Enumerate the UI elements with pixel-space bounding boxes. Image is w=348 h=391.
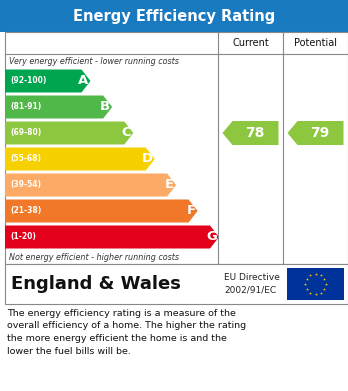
Text: F: F: [187, 204, 196, 217]
Text: 79: 79: [310, 126, 329, 140]
Text: A: A: [78, 75, 88, 88]
Text: (21-38): (21-38): [10, 206, 41, 215]
Text: G: G: [206, 231, 217, 244]
Polygon shape: [287, 121, 343, 145]
Text: (55-68): (55-68): [10, 154, 41, 163]
Text: Not energy efficient - higher running costs: Not energy efficient - higher running co…: [9, 253, 179, 262]
Text: D: D: [142, 152, 153, 165]
Text: Very energy efficient - lower running costs: Very energy efficient - lower running co…: [9, 57, 179, 66]
Text: EU Directive
2002/91/EC: EU Directive 2002/91/EC: [224, 273, 280, 295]
Text: (1-20): (1-20): [10, 233, 36, 242]
Text: England & Wales: England & Wales: [11, 275, 181, 293]
Polygon shape: [5, 226, 219, 249]
Text: C: C: [122, 127, 131, 140]
Text: The energy efficiency rating is a measure of the
overall efficiency of a home. T: The energy efficiency rating is a measur…: [7, 309, 246, 355]
Bar: [287, 268, 344, 300]
Polygon shape: [5, 70, 90, 93]
Text: (92-100): (92-100): [10, 77, 46, 86]
Text: 78: 78: [245, 126, 264, 140]
Text: (39-54): (39-54): [10, 181, 41, 190]
Polygon shape: [222, 121, 278, 145]
Polygon shape: [5, 147, 155, 170]
Text: B: B: [100, 100, 110, 113]
Bar: [5, 32, 348, 264]
Polygon shape: [5, 199, 198, 222]
Bar: [0, 0, 348, 32]
Text: E: E: [165, 179, 174, 192]
Text: (81-91): (81-91): [10, 102, 41, 111]
Text: Current: Current: [232, 38, 269, 48]
Polygon shape: [5, 95, 112, 118]
Text: Potential: Potential: [294, 38, 337, 48]
Polygon shape: [5, 122, 133, 145]
Polygon shape: [5, 174, 176, 197]
Text: Energy Efficiency Rating: Energy Efficiency Rating: [73, 9, 275, 23]
Text: (69-80): (69-80): [10, 129, 41, 138]
Bar: [5, 264, 348, 304]
